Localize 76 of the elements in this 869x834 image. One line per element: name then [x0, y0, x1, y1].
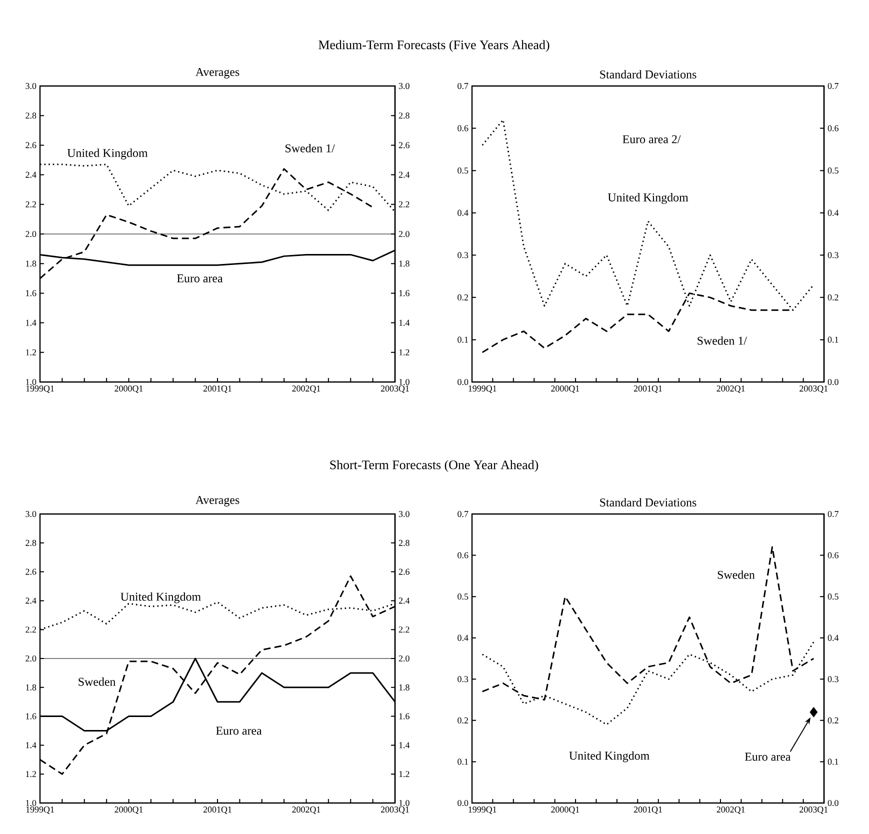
y-tick-label: 0.2 — [828, 717, 838, 724]
y-tick-label: 2.6 — [26, 142, 36, 148]
y-tick-label: 0.1 — [458, 336, 468, 343]
series-label: Euro area — [177, 274, 223, 282]
y-tick-label: 0.7 — [458, 82, 468, 90]
y-tick-label: 2.2 — [398, 626, 410, 633]
y-tick-label: 0.5 — [458, 168, 468, 174]
y-tick-label: 3.0 — [398, 510, 410, 518]
x-tick-label: 2002Q1 — [716, 386, 745, 393]
series-label: Sweden — [78, 677, 116, 686]
y-tick-label: 0.6 — [458, 125, 468, 132]
x-tick-label: 2000Q1 — [114, 386, 143, 393]
chart-subtitle: Standard Deviations — [600, 70, 696, 78]
y-tick-label: 2.0 — [26, 230, 36, 238]
y-tick-label: 1.6 — [26, 290, 36, 296]
y-tick-label: 0.1 — [828, 758, 838, 765]
x-tick-label: 1999Q1 — [468, 806, 496, 814]
y-tick-label: 1.2 — [399, 771, 410, 778]
text: Medium-Term Forecasts (Five Years Ahead) — [318, 40, 550, 52]
y-tick-label: 0.7 — [828, 510, 838, 518]
x-tick-label: 2000Q1 — [114, 806, 143, 814]
y-tick-label: 2.4 — [398, 598, 410, 604]
y-tick-label: 1.6 — [399, 713, 410, 720]
y-tick-label: 0.3 — [828, 676, 838, 682]
series-label: Sweden 1/ — [286, 144, 335, 152]
x-tick-label: 2001Q1 — [203, 806, 232, 814]
y-tick-label: 1.4 — [399, 742, 410, 748]
y-tick-label: 3.0 — [26, 82, 36, 90]
y-tick-label: 2.6 — [398, 568, 410, 575]
y-tick-label: 0.4 — [828, 634, 839, 641]
x-tick-label: 1999Q1 — [26, 806, 54, 814]
x-tick-label: 1999Q1 — [26, 386, 54, 393]
y-tick-label: 2.0 — [398, 655, 410, 662]
y-tick-label: 1.0 — [26, 378, 36, 386]
y-tick-label: 1.8 — [26, 260, 36, 267]
y-tick-label: 0.5 — [828, 594, 838, 600]
x-tick-label: 2000Q1 — [551, 806, 580, 814]
y-tick-label: 0.3 — [458, 252, 468, 258]
series-label: United Kingdom — [608, 193, 688, 204]
x-tick-label: 2002Q1 — [292, 806, 320, 814]
x-tick-label: 2003Q1 — [380, 806, 409, 814]
y-tick-label: 2.8 — [398, 540, 410, 546]
text: Euro area — [216, 726, 262, 735]
y-tick-label: 0.0 — [458, 378, 468, 386]
y-tick-label: 0.4 — [458, 210, 468, 216]
y-tick-label: 1.8 — [399, 684, 410, 690]
y-tick-label: 0.6 — [828, 552, 838, 558]
annotation: Euro area 2/ — [622, 135, 681, 144]
x-tick-label: 2003Q1 — [800, 806, 828, 814]
y-tick-label: 0.0 — [828, 800, 838, 806]
y-tick-label: 1.2 — [26, 349, 36, 356]
x-tick-label: 2002Q1 — [716, 806, 745, 814]
y-tick-label: 2.8 — [26, 112, 36, 119]
series-label: United Kingdom — [67, 148, 148, 160]
y-tick-label: 2.2 — [26, 201, 36, 208]
x-tick-label: 2001Q1 — [203, 386, 232, 393]
text: Euro area — [744, 752, 791, 761]
y-tick-label: 1.4 — [26, 320, 36, 326]
series-label: United Kingdom — [120, 592, 201, 604]
x-tick-label: 1999Q1 — [468, 386, 496, 393]
x-tick-label: 2003Q1 — [800, 386, 828, 393]
text: Sweden 1/ — [698, 336, 748, 345]
text: Short-Term Forecasts (One Year Ahead) — [330, 460, 538, 472]
y-tick-label: 0.2 — [458, 294, 468, 300]
chart-subtitle: Standard Deviations — [600, 498, 696, 506]
x-tick-label: 2002Q1 — [292, 386, 320, 393]
x-tick-label: 2000Q1 — [551, 386, 580, 393]
x-tick-label: 2001Q1 — [634, 806, 662, 814]
y-tick-label: 1.0 — [399, 800, 410, 806]
chart-subtitle: Averages — [195, 496, 240, 506]
text: United Kingdom — [569, 751, 650, 762]
series-label: Sweden — [718, 570, 755, 579]
x-tick-label: 2001Q1 — [634, 386, 662, 393]
chart-subtitle: Averages — [195, 68, 240, 78]
x-tick-label: 2003Q1 — [380, 386, 409, 393]
y-tick-label: 2.4 — [26, 172, 36, 178]
